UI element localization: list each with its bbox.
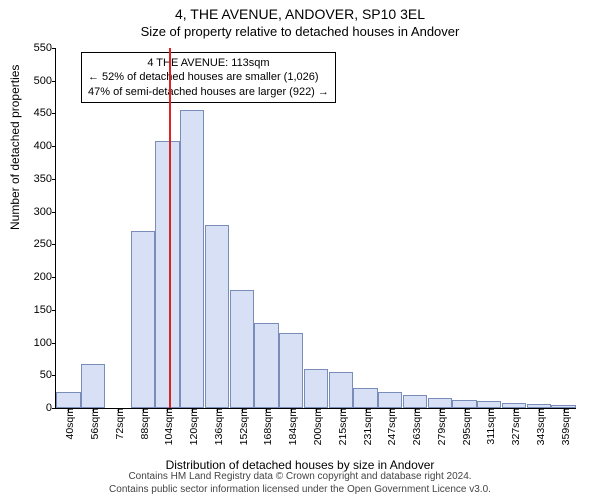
chart-subtitle: Size of property relative to detached ho… [0, 22, 600, 39]
footer-line2: Contains public sector information licen… [0, 484, 600, 497]
x-tick-mark [192, 408, 193, 412]
histogram-bar [403, 395, 427, 408]
x-axis-label: Distribution of detached houses by size … [0, 458, 600, 472]
annotation-line2: ← 52% of detached houses are smaller (1,… [88, 70, 329, 84]
annotation-line1: 4 THE AVENUE: 113sqm [88, 56, 329, 70]
x-tick-label: 168sqm [258, 408, 274, 445]
x-tick-label: 200sqm [308, 408, 324, 445]
histogram-bar [353, 388, 377, 408]
marker-line [169, 48, 171, 408]
y-tick-mark [52, 212, 56, 213]
histogram-bar [304, 369, 328, 408]
x-tick-mark [366, 408, 367, 412]
x-tick-label: 104sqm [159, 408, 175, 445]
histogram-bar [452, 400, 476, 408]
x-tick-mark [489, 408, 490, 412]
annotation-line3: 47% of semi-detached houses are larger (… [88, 85, 329, 99]
x-tick-mark [93, 408, 94, 412]
x-tick-label: 136sqm [209, 408, 225, 445]
y-tick-mark [52, 408, 56, 409]
histogram-bar [230, 290, 254, 408]
x-tick-label: 152sqm [234, 408, 250, 445]
x-tick-label: 184sqm [283, 408, 299, 445]
y-tick-mark [52, 146, 56, 147]
x-tick-label: 56sqm [85, 408, 101, 440]
histogram-bar [428, 398, 452, 408]
histogram-bar [180, 110, 204, 408]
histogram-bar [155, 141, 179, 408]
y-tick-mark [52, 343, 56, 344]
x-tick-mark [118, 408, 119, 412]
x-tick-label: 359sqm [556, 408, 572, 445]
x-tick-mark [341, 408, 342, 412]
histogram-bar [205, 225, 229, 408]
x-tick-mark [564, 408, 565, 412]
histogram-bar [81, 364, 105, 408]
x-tick-label: 40sqm [60, 408, 76, 440]
x-tick-mark [143, 408, 144, 412]
plot-area: 4 THE AVENUE: 113sqm ← 52% of detached h… [55, 48, 576, 409]
annotation-box: 4 THE AVENUE: 113sqm ← 52% of detached h… [81, 52, 336, 103]
x-tick-label: 263sqm [407, 408, 423, 445]
footer-line1: Contains HM Land Registry data © Crown c… [0, 471, 600, 484]
x-tick-label: 295sqm [457, 408, 473, 445]
x-tick-mark [390, 408, 391, 412]
x-tick-label: 88sqm [135, 408, 151, 440]
x-tick-mark [167, 408, 168, 412]
histogram-bar [131, 231, 155, 408]
x-tick-mark [415, 408, 416, 412]
y-tick-mark [52, 179, 56, 180]
x-tick-label: 72sqm [110, 408, 126, 440]
x-tick-label: 279sqm [432, 408, 448, 445]
x-tick-mark [266, 408, 267, 412]
chart-title: 4, THE AVENUE, ANDOVER, SP10 3EL [0, 0, 600, 22]
histogram-bar [279, 333, 303, 408]
x-tick-mark [242, 408, 243, 412]
x-tick-mark [539, 408, 540, 412]
y-tick-mark [52, 375, 56, 376]
y-tick-mark [52, 277, 56, 278]
y-tick-mark [52, 81, 56, 82]
x-tick-label: 215sqm [333, 408, 349, 445]
histogram-bar [254, 323, 278, 408]
x-tick-mark [316, 408, 317, 412]
footer: Contains HM Land Registry data © Crown c… [0, 471, 600, 496]
y-tick-mark [52, 310, 56, 311]
x-tick-label: 247sqm [382, 408, 398, 445]
x-tick-mark [514, 408, 515, 412]
x-tick-label: 120sqm [184, 408, 200, 445]
x-tick-mark [465, 408, 466, 412]
histogram-bar [378, 392, 402, 408]
x-tick-mark [440, 408, 441, 412]
x-tick-label: 311sqm [481, 408, 497, 445]
x-tick-label: 327sqm [506, 408, 522, 445]
x-tick-mark [68, 408, 69, 412]
x-tick-label: 343sqm [531, 408, 547, 445]
y-tick-mark [52, 244, 56, 245]
x-tick-mark [291, 408, 292, 412]
histogram-bar [329, 372, 353, 408]
y-axis-label: Number of detached properties [8, 65, 22, 230]
x-tick-mark [217, 408, 218, 412]
histogram-bar [56, 392, 80, 408]
y-tick-mark [52, 48, 56, 49]
y-tick-mark [52, 113, 56, 114]
x-tick-label: 231sqm [358, 408, 374, 445]
chart-container: 4, THE AVENUE, ANDOVER, SP10 3EL Size of… [0, 0, 600, 500]
